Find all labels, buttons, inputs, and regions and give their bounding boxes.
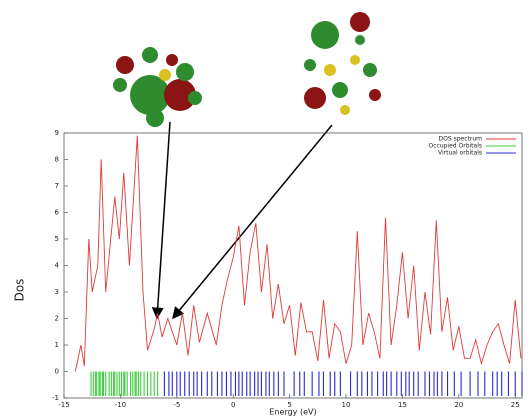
x-tick-label: 5 <box>287 401 291 409</box>
x-tick-label: 10 <box>342 401 351 409</box>
y-tick-label: 4 <box>55 262 60 270</box>
x-tick-label: -15 <box>58 401 69 409</box>
y-tick-label: 6 <box>55 209 60 217</box>
molecule-left <box>113 47 202 127</box>
arrow <box>151 121 171 320</box>
legend-label: Virtual orbitals <box>438 150 482 157</box>
y-axis-label: Dos <box>13 279 27 302</box>
y-tick-label: 7 <box>55 182 59 190</box>
x-tick-label: 15 <box>398 401 407 409</box>
x-tick-label: -10 <box>115 401 126 409</box>
x-tick-label: 25 <box>511 401 520 409</box>
molecule-right <box>304 12 381 115</box>
y-tick-label: 9 <box>55 129 59 137</box>
x-tick-label: -5 <box>173 401 180 409</box>
y-tick-label: 1 <box>55 341 59 349</box>
dos-line <box>74 135 522 372</box>
x-tick-label: 0 <box>231 401 235 409</box>
y-tick-label: 2 <box>55 315 59 323</box>
x-axis-label: Energy (eV) <box>269 408 316 416</box>
y-tick-label: 0 <box>55 368 59 376</box>
x-tick-label: 20 <box>454 401 463 409</box>
legend-label: Occupied Orbitals <box>429 143 483 150</box>
y-tick-label: 3 <box>55 288 59 296</box>
y-tick-label: 5 <box>55 235 59 243</box>
arrow <box>172 124 333 320</box>
y-tick-label: 8 <box>55 156 59 164</box>
legend-label: DOS spectrum <box>439 136 483 143</box>
y-tick-label: -1 <box>52 394 59 402</box>
